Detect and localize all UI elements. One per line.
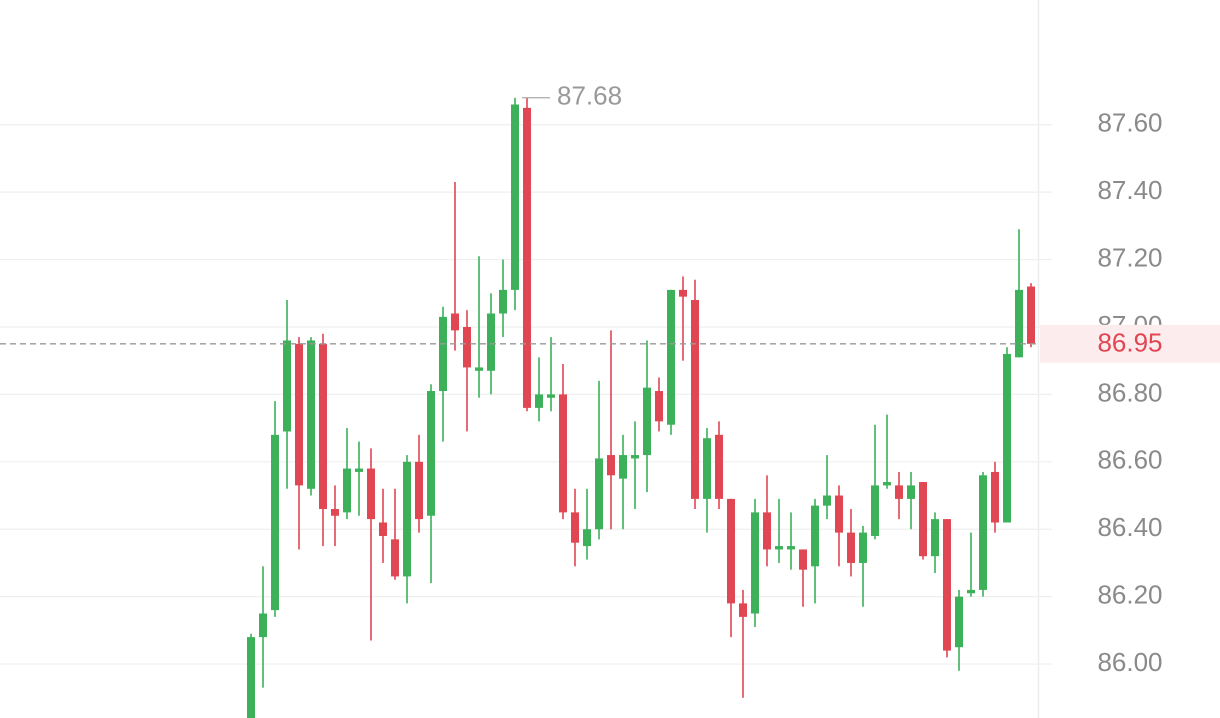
candle-body — [919, 482, 927, 557]
y-tick-label: 86.00 — [1097, 647, 1162, 677]
last-price-badge — [1040, 324, 1220, 363]
candle-body — [871, 485, 879, 536]
candle-body — [571, 512, 579, 543]
candle-body — [847, 532, 855, 563]
candle-body — [787, 546, 795, 550]
candle-body — [343, 468, 351, 513]
candle-body — [451, 313, 459, 331]
candle-body — [535, 394, 543, 408]
candle-body — [367, 468, 375, 520]
max-label: 87.68 — [557, 81, 622, 111]
candle-body — [667, 289, 675, 425]
candle-body — [607, 455, 615, 476]
candle-body — [703, 438, 711, 499]
candle-body — [403, 461, 411, 577]
candle-body — [307, 340, 315, 489]
y-tick-label: 87.60 — [1097, 108, 1162, 138]
candle-body — [271, 434, 279, 611]
candle-body — [379, 522, 387, 536]
candle-body — [811, 505, 819, 567]
candle-body — [1015, 289, 1023, 358]
candle-body — [547, 394, 555, 398]
y-tick-label: 86.60 — [1097, 445, 1162, 475]
candle-body — [907, 485, 915, 499]
candle-body — [463, 326, 471, 368]
candle-body — [247, 637, 255, 718]
y-tick-label: 86.20 — [1097, 580, 1162, 610]
candle-body — [619, 455, 627, 479]
candle-body — [427, 391, 435, 516]
last-price-label: 86.95 — [1097, 328, 1162, 358]
candle-body — [655, 391, 663, 422]
candle-body — [439, 316, 447, 392]
y-tick-label: 87.20 — [1097, 242, 1162, 272]
candle-body — [931, 519, 939, 557]
candle-body — [823, 495, 831, 506]
candle-body — [883, 482, 891, 486]
candle-body — [1003, 353, 1011, 523]
candle-body — [319, 343, 327, 510]
candle-body — [715, 434, 723, 499]
candle-body — [283, 340, 291, 432]
candle-body — [511, 104, 519, 290]
y-tick-label: 87.40 — [1097, 175, 1162, 205]
candle-body — [943, 519, 951, 651]
candle-body — [559, 394, 567, 513]
candle-body — [979, 475, 987, 590]
candle-body — [295, 343, 303, 486]
candle-body — [859, 532, 867, 563]
candle-body — [691, 300, 699, 499]
candle-body — [415, 461, 423, 520]
candle-body — [595, 458, 603, 530]
y-tick-label: 86.40 — [1097, 512, 1162, 542]
candle-body — [991, 471, 999, 523]
candle-body — [763, 512, 771, 550]
candle-body — [355, 468, 363, 472]
candle-body — [643, 387, 651, 456]
candle-body — [739, 603, 747, 617]
candle-body — [475, 367, 483, 371]
candle-body — [487, 313, 495, 371]
y-tick-label: 86.80 — [1097, 377, 1162, 407]
candle-body — [727, 498, 735, 604]
candle-body — [631, 455, 639, 459]
candle-body — [799, 549, 807, 570]
candle-body — [259, 613, 267, 638]
candle-body — [775, 546, 783, 550]
candle-body — [583, 529, 591, 547]
candle-body — [751, 512, 759, 614]
candle-body — [955, 596, 963, 648]
candle-body — [1027, 286, 1035, 344]
candle-body — [391, 539, 399, 577]
candle-body — [967, 589, 975, 594]
candle-body — [499, 289, 507, 314]
candle-body — [895, 485, 903, 499]
candle-body — [835, 495, 843, 533]
candle-body — [679, 289, 687, 297]
candle-body — [523, 107, 531, 408]
candle-body — [331, 509, 339, 516]
